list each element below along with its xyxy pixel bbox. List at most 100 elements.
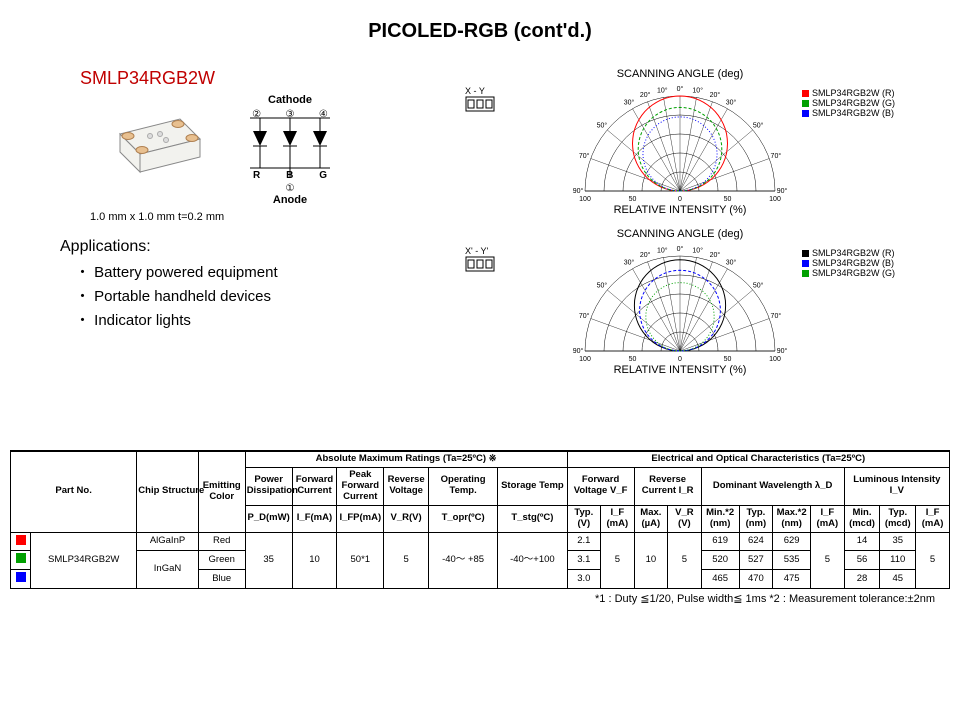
iv-cell: 56 bbox=[844, 551, 880, 570]
wl-cell: 619 bbox=[701, 532, 739, 551]
abs-col: Storage Temp bbox=[498, 467, 567, 505]
ifp-cell: 50*1 bbox=[337, 532, 384, 589]
svg-text:100: 100 bbox=[769, 196, 781, 203]
application-item: Indicator lights bbox=[75, 309, 460, 333]
svg-text:50: 50 bbox=[724, 356, 732, 363]
iv-cell: 14 bbox=[844, 532, 880, 551]
tstg-cell: -40～+100 bbox=[498, 532, 567, 589]
emitcolor-cell: Green bbox=[198, 551, 245, 570]
application-item: Portable handheld devices bbox=[75, 285, 460, 309]
vf-cell: 2.1 bbox=[567, 532, 601, 551]
abs-unit: T_stg(ºC) bbox=[498, 505, 567, 532]
iv-cell: 35 bbox=[880, 532, 916, 551]
legend-item: SMLP34RGB2W (R) bbox=[802, 88, 895, 98]
legend-label: SMLP34RGB2W (R) bbox=[812, 248, 895, 258]
svg-text:10°: 10° bbox=[692, 86, 703, 94]
elec-sub: Min.(mcd) bbox=[844, 505, 880, 532]
ifwl-cell: 5 bbox=[811, 532, 845, 589]
wl-cell: 475 bbox=[773, 570, 811, 589]
emitcolor-cell: Red bbox=[198, 532, 245, 551]
wl-cell: 535 bbox=[773, 551, 811, 570]
schematic-top-pins: ② ③ ④ bbox=[240, 109, 340, 120]
polar-bottom-title: RELATIVE INTENSITY (%) bbox=[460, 364, 900, 376]
svg-text:20°: 20° bbox=[710, 251, 721, 259]
svg-text:70°: 70° bbox=[771, 312, 782, 320]
partno-cell: SMLP34RGB2W bbox=[31, 532, 137, 589]
svg-text:30°: 30° bbox=[624, 99, 635, 107]
legend-item: SMLP34RGB2W (B) bbox=[802, 108, 895, 118]
svg-text:100: 100 bbox=[579, 356, 591, 363]
element-r-label: R bbox=[253, 170, 260, 181]
schematic-diagram: Cathode ② ③ ④ R B G ① Anod bbox=[240, 94, 340, 206]
abs-unit: V_R(V) bbox=[384, 505, 429, 532]
elec-sub: Min.*2(nm) bbox=[701, 505, 739, 532]
polar-legend: SMLP34RGB2W (R)SMLP34RGB2W (B)SMLP34RGB2… bbox=[802, 248, 895, 278]
iv-cell: 45 bbox=[880, 570, 916, 589]
col-emitcolor: EmittingColor bbox=[198, 451, 245, 532]
col-partno: Part No. bbox=[11, 451, 137, 532]
polar-legend: SMLP34RGB2W (R)SMLP34RGB2W (G)SMLP34RGB2… bbox=[802, 88, 895, 118]
iv-cell: 110 bbox=[880, 551, 916, 570]
vr-cell: 5 bbox=[384, 532, 429, 589]
abs-col: Peak ForwardCurrent bbox=[337, 467, 384, 505]
abs-col: PowerDissipation bbox=[245, 467, 292, 505]
legend-label: SMLP34RGB2W (G) bbox=[812, 98, 895, 108]
svg-text:50: 50 bbox=[629, 356, 637, 363]
vf-cell: 3.1 bbox=[567, 551, 601, 570]
applications-list: Battery powered equipment Portable handh… bbox=[60, 261, 460, 333]
svg-text:90°: 90° bbox=[573, 347, 584, 355]
svg-text:20°: 20° bbox=[640, 91, 651, 99]
pin-4-label: ④ bbox=[319, 109, 328, 120]
svg-text:70°: 70° bbox=[771, 152, 782, 160]
chip-cell: InGaN bbox=[137, 551, 198, 589]
dimensions-label: 1.0 mm x 1.0 mm t=0.2 mm bbox=[90, 211, 460, 223]
svg-text:0°: 0° bbox=[677, 85, 684, 93]
elec-sub: Max.(µA) bbox=[634, 505, 668, 532]
wl-cell: 465 bbox=[701, 570, 739, 589]
ifiv-cell: 5 bbox=[916, 532, 950, 589]
irvr-cell: 5 bbox=[668, 532, 702, 589]
svg-text:10°: 10° bbox=[657, 246, 668, 254]
legend-item: SMLP34RGB2W (G) bbox=[802, 268, 895, 278]
wl-cell: 470 bbox=[739, 570, 773, 589]
table-footnote: *1 : Duty ≦1/20, Pulse width≦ 1ms *2 : M… bbox=[10, 589, 950, 605]
chip-3d-icon bbox=[100, 104, 210, 197]
color-swatch bbox=[11, 551, 31, 570]
wl-cell: 624 bbox=[739, 532, 773, 551]
wl-cell: 527 bbox=[739, 551, 773, 570]
irmax-cell: 10 bbox=[634, 532, 668, 589]
svg-text:30°: 30° bbox=[624, 259, 635, 267]
color-swatch bbox=[11, 532, 31, 551]
svg-text:50°: 50° bbox=[597, 281, 608, 289]
svg-text:70°: 70° bbox=[579, 312, 590, 320]
pin-3-label: ③ bbox=[286, 109, 295, 120]
svg-text:10°: 10° bbox=[657, 86, 668, 94]
col-chip: Chip Structure bbox=[137, 451, 198, 532]
applications-block: Applications: Battery powered equipment … bbox=[60, 238, 460, 333]
elec-sub: V_R(V) bbox=[668, 505, 702, 532]
vf-cell: 3.0 bbox=[567, 570, 601, 589]
xy-label: X - Y bbox=[465, 86, 495, 114]
abs-unit: P_D(mW) bbox=[245, 505, 292, 532]
col-elecopt: Electrical and Optical Characteristics (… bbox=[567, 451, 949, 467]
svg-text:50: 50 bbox=[724, 196, 732, 203]
part-number-title: SMLP34RGB2W bbox=[80, 68, 460, 89]
spec-table-wrap: Part No.Chip StructureEmittingColorAbsol… bbox=[0, 450, 960, 605]
svg-text:50°: 50° bbox=[753, 121, 764, 129]
svg-text:30°: 30° bbox=[726, 259, 737, 267]
legend-item: SMLP34RGB2W (B) bbox=[802, 258, 895, 268]
elec-group: Forward Voltage V_F bbox=[567, 467, 634, 505]
svg-text:10°: 10° bbox=[692, 246, 703, 254]
legend-label: SMLP34RGB2W (G) bbox=[812, 268, 895, 278]
polar-chart-1: SCANNING ANGLE (deg)X - Y90°70°50°30°20°… bbox=[460, 68, 900, 218]
legend-label: SMLP34RGB2W (B) bbox=[812, 108, 894, 118]
svg-text:100: 100 bbox=[769, 356, 781, 363]
applications-title: Applications: bbox=[60, 238, 460, 256]
abs-col: ReverseVoltage bbox=[384, 467, 429, 505]
svg-text:0: 0 bbox=[678, 356, 682, 363]
chip-and-schematic: Cathode ② ③ ④ R B G ① Anod bbox=[100, 94, 460, 206]
col-absmax: Absolute Maximum Ratings (Ta=25ºC) ※ bbox=[245, 451, 567, 467]
legend-item: SMLP34RGB2W (G) bbox=[802, 98, 895, 108]
polar-top-title: SCANNING ANGLE (deg) bbox=[460, 68, 900, 80]
abs-unit: T_opr(ºC) bbox=[428, 505, 497, 532]
